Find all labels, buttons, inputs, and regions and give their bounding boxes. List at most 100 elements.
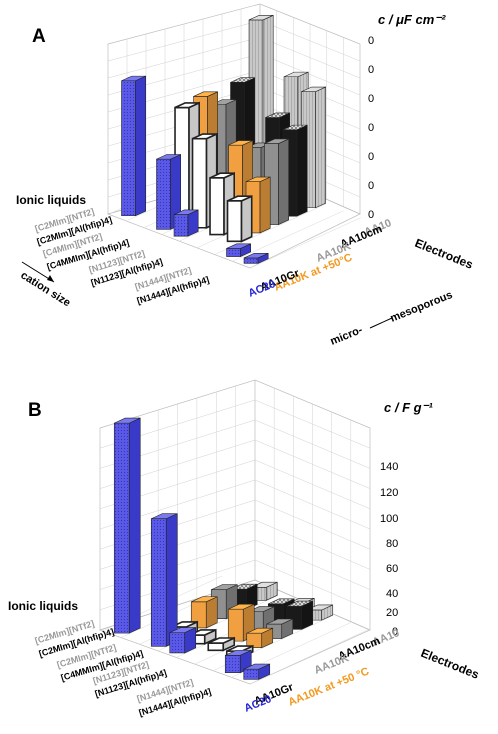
bar-top-face <box>231 583 258 590</box>
bar-top-face <box>264 138 289 144</box>
bar-top-face <box>251 581 278 588</box>
z-tick: 0 <box>368 64 374 76</box>
z-tick: 80 <box>386 538 398 550</box>
bar-top-face <box>156 154 181 160</box>
pore-label-micro: micro- <box>329 324 365 348</box>
bar-front-face <box>227 608 244 642</box>
bar-top-face <box>246 627 273 634</box>
pore-arrow <box>369 317 393 329</box>
bar-ac20 <box>150 513 178 647</box>
bar-ac20 <box>226 243 251 258</box>
z-tick: 0 <box>392 626 398 638</box>
bar-top-face <box>169 627 196 633</box>
bar-front-face <box>150 518 167 647</box>
bar-top-face <box>243 663 270 670</box>
panel-a-electrodes-label: Electrodes <box>413 236 475 272</box>
panel-a-z-axis: 0 0 0 0 0 0 0 <box>368 35 374 221</box>
panel-b-z-axis: 0 20 40 60 80 100 120 140 <box>380 461 398 638</box>
panel-b-ionic-liquids-label: Ionic liquids <box>8 599 78 613</box>
z-tick: 0 <box>368 209 374 221</box>
bar-top-face <box>230 77 255 83</box>
bar-top-face <box>211 584 238 591</box>
z-tick: 40 <box>386 588 398 600</box>
z-tick: 120 <box>380 487 398 499</box>
bar-aa10k-at-50-c <box>246 627 274 649</box>
bar-ac20 <box>169 627 197 654</box>
bar-side-face <box>296 124 308 217</box>
bar-top-face <box>173 209 199 215</box>
panel-b: B c / F g⁻¹ 0 20 40 60 80 100 120 140 Io… <box>8 379 481 718</box>
bar-side-face <box>278 138 290 226</box>
bar-side-face <box>240 194 253 243</box>
bar-top-face <box>121 75 146 82</box>
bar-top-face <box>248 15 274 21</box>
floor-gridline <box>232 210 344 262</box>
bar-top-face <box>286 600 313 607</box>
bar-front-face <box>243 257 259 264</box>
panel-a-ionic-liquids-label: Ionic liquids <box>16 193 86 207</box>
bar-side-face <box>128 417 141 634</box>
panel-b-electrodes-label: Electrodes <box>419 646 481 682</box>
z-tick: 60 <box>386 563 398 575</box>
bar-top-face <box>227 195 253 202</box>
pore-label-meso: mesoporous <box>389 289 455 325</box>
bar-side-face <box>205 596 218 629</box>
bar-ac20 <box>113 417 141 634</box>
bar-front-face <box>243 668 260 680</box>
bar-front-face <box>226 200 243 243</box>
bar-front-face <box>169 632 186 654</box>
bar-top-face <box>266 618 293 625</box>
floor-gridline <box>249 217 362 269</box>
panel-a-cation-size-label: cation size <box>18 269 72 309</box>
panel-a: A c / μF cm⁻² 0 0 0 0 0 0 0 Ionic liquid… <box>16 3 475 348</box>
bar-front-face <box>156 158 171 230</box>
z-tick: 0 <box>368 122 374 134</box>
bar-front-face <box>113 422 130 634</box>
bar-top-face <box>114 417 141 424</box>
bar-top-face <box>243 253 269 259</box>
bar-top-face <box>265 112 290 118</box>
floor-gridline <box>249 628 371 685</box>
bar-side-face <box>165 513 178 647</box>
z-tick: 0 <box>368 35 374 47</box>
bar-top-face <box>301 86 326 92</box>
panel-b-bars <box>113 417 334 680</box>
bar-top-face <box>151 513 178 520</box>
bar-ac20 <box>156 154 181 230</box>
bar-side-face <box>315 86 327 209</box>
panel-a-electrode-labels: AA10 AA10cm AA10K AA10K at +50°C AA10Gr … <box>247 217 394 300</box>
bar-top-face <box>226 243 251 249</box>
bar-ac20 <box>243 252 269 264</box>
bar-top-face <box>174 102 200 109</box>
bar-front-face <box>173 214 189 237</box>
bar-top-face <box>191 596 218 603</box>
bar-top-face <box>268 598 295 605</box>
bar-top-face <box>211 99 237 105</box>
bar-front-face <box>121 80 136 217</box>
bar-aa10gr <box>207 636 236 652</box>
bar-front-face <box>224 655 241 674</box>
bar-top-face <box>207 637 235 644</box>
bar-top-face <box>228 140 253 146</box>
bar-ac20 <box>243 663 271 680</box>
bar-top-face <box>248 606 275 612</box>
bar-top-face <box>192 133 218 140</box>
bar-aa10k <box>264 138 290 226</box>
z-tick: 0 <box>368 151 374 163</box>
bar-top-face <box>170 621 198 628</box>
panel-a-bars <box>121 14 327 264</box>
bar-front-face <box>207 642 225 652</box>
z-tick: 0 <box>368 180 374 192</box>
bar-front-face <box>226 248 241 257</box>
bar-top-face <box>245 176 271 182</box>
bar-top-face <box>306 604 333 611</box>
bar-top-face <box>209 172 235 179</box>
bar-aa10cm <box>286 600 314 630</box>
bar-side-face <box>259 176 271 234</box>
bar-top-face <box>225 649 252 656</box>
panel-b-letter: B <box>28 400 42 421</box>
panel-a-letter: A <box>32 26 46 47</box>
panel-a-unit-label: c / μF cm⁻² <box>378 12 446 27</box>
bar-ac20 <box>173 209 199 237</box>
